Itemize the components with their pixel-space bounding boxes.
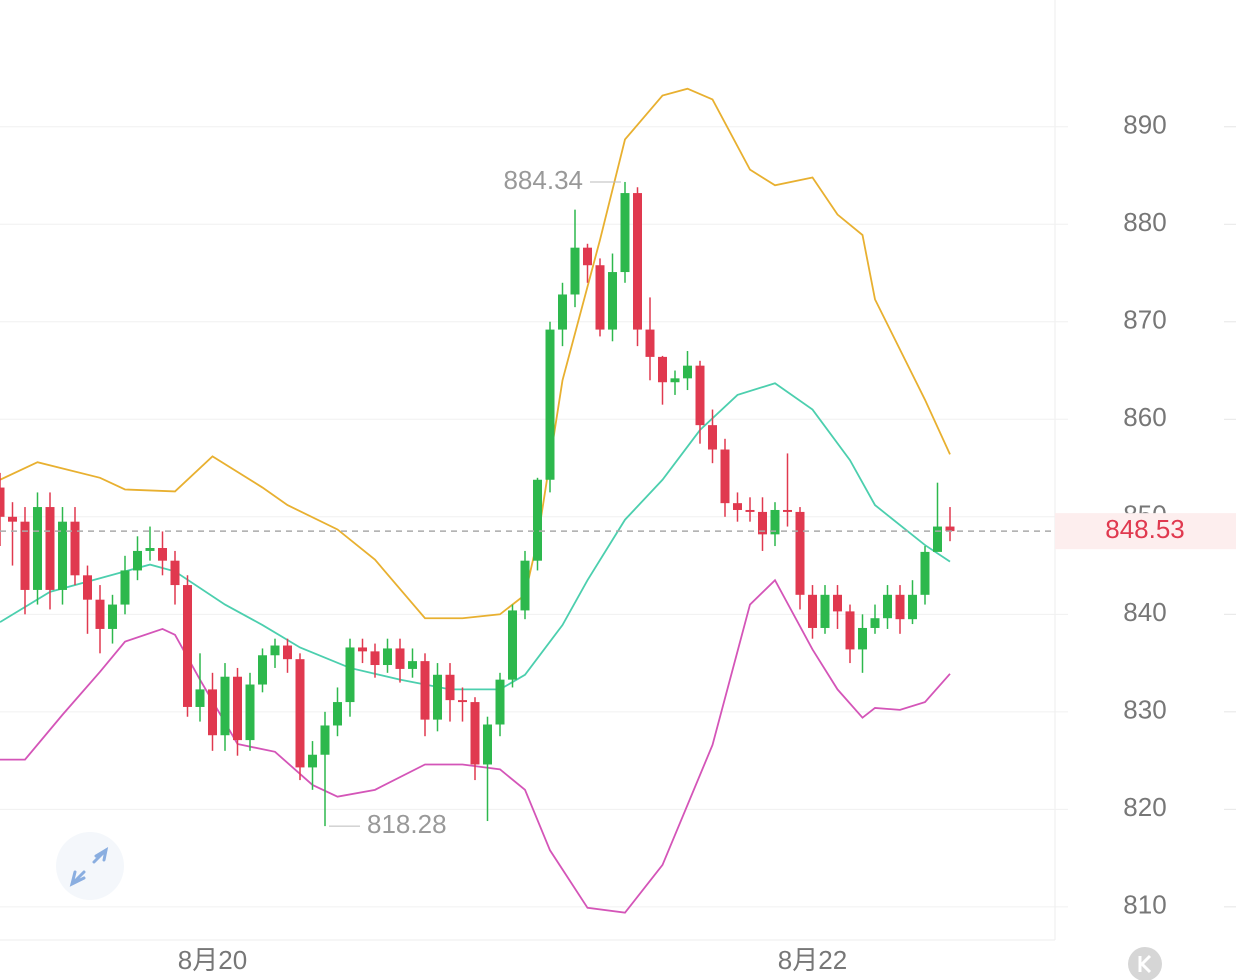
candle-body [883,594,892,619]
candle-body [320,725,330,755]
candle-body [820,594,830,628]
candle-body [708,425,717,450]
candle-body [795,511,805,595]
candle-body [370,651,380,666]
candle-body [745,509,755,512]
candle-body [433,674,442,720]
candle-body [83,575,92,600]
candle-body [645,329,655,357]
candle-body [520,560,530,611]
candle-body [120,570,130,605]
x-tick-label: 8月20 [178,945,247,975]
candle-body [945,526,955,532]
candle-body [45,507,55,590]
candle-body [758,511,767,535]
candle-body [308,754,317,768]
candle-body [495,679,505,725]
x-tick-label: 8月22 [778,945,847,975]
candle-body [545,329,555,480]
candle-body [470,702,480,765]
candle-body [158,548,167,561]
candle-body [808,594,817,628]
candle-body [508,610,517,680]
candle-body [658,356,667,383]
y-tick-label: 830 [1123,695,1166,725]
y-tick-label: 840 [1123,597,1166,627]
candle-body [770,509,780,535]
candle-body [383,648,392,666]
candle-body [445,674,455,701]
candle-body [170,560,180,586]
candle-body [358,647,367,652]
candle-body [133,550,142,571]
y-tick-label: 860 [1123,402,1166,432]
expand-button[interactable] [56,832,124,900]
candle-body [933,526,942,552]
last-price-box [1055,513,1236,550]
candle-body [908,594,917,620]
candle-body [683,365,692,379]
candle-body [245,684,255,741]
candle-body [895,594,905,620]
candle-body [783,509,792,512]
candle-body [0,487,5,517]
last-price-label: 848.53 [1105,514,1185,544]
candle-body [8,516,17,522]
y-tick-label: 820 [1123,792,1166,822]
candle-body [570,247,580,295]
candle-body [558,294,567,330]
candle-body [620,193,630,273]
candle-body [95,599,105,629]
y-tick-label: 810 [1123,890,1166,920]
candle-body [283,645,292,660]
candle-body [458,700,467,703]
y-tick-label: 890 [1123,110,1166,140]
y-tick-label: 870 [1123,305,1166,335]
candle-body [483,724,492,765]
candle-body [70,521,80,576]
candle-body [845,611,855,650]
candle-body [20,521,30,590]
candle-body [33,507,42,590]
candle-body [733,503,742,510]
min-label: 818.28 [367,809,447,839]
candle-body [295,659,305,768]
candle-body [920,551,930,595]
candle-body [595,265,605,330]
candle-body [145,548,155,551]
candle-body [258,655,267,685]
candle-body [533,479,542,561]
candle-body [633,193,642,330]
candle-body [395,648,405,669]
candle-body [333,702,342,726]
candle-body [183,585,192,707]
candle-body [583,247,592,266]
candle-body [58,521,67,590]
candle-body [233,676,242,741]
candle-body [408,661,417,669]
candle-body [833,594,842,612]
candle-body [345,647,355,703]
candle-body [870,618,880,628]
k-button[interactable] [1128,947,1162,980]
candle-body [420,661,430,720]
candle-body [608,272,617,330]
y-tick-label: 880 [1123,207,1166,237]
candle-body [720,449,730,504]
candle-body [220,676,230,736]
candle-body [208,689,217,736]
candle-body [670,378,680,383]
candle-body [858,627,867,650]
annotations: 848.53 884.34 818.28 [0,165,1236,839]
candle-body [270,645,280,656]
candle-body [195,689,205,707]
max-label: 884.34 [503,165,583,195]
band-line [0,578,951,914]
candle-body [108,604,117,629]
candles [0,181,955,827]
candle-body [695,365,705,426]
